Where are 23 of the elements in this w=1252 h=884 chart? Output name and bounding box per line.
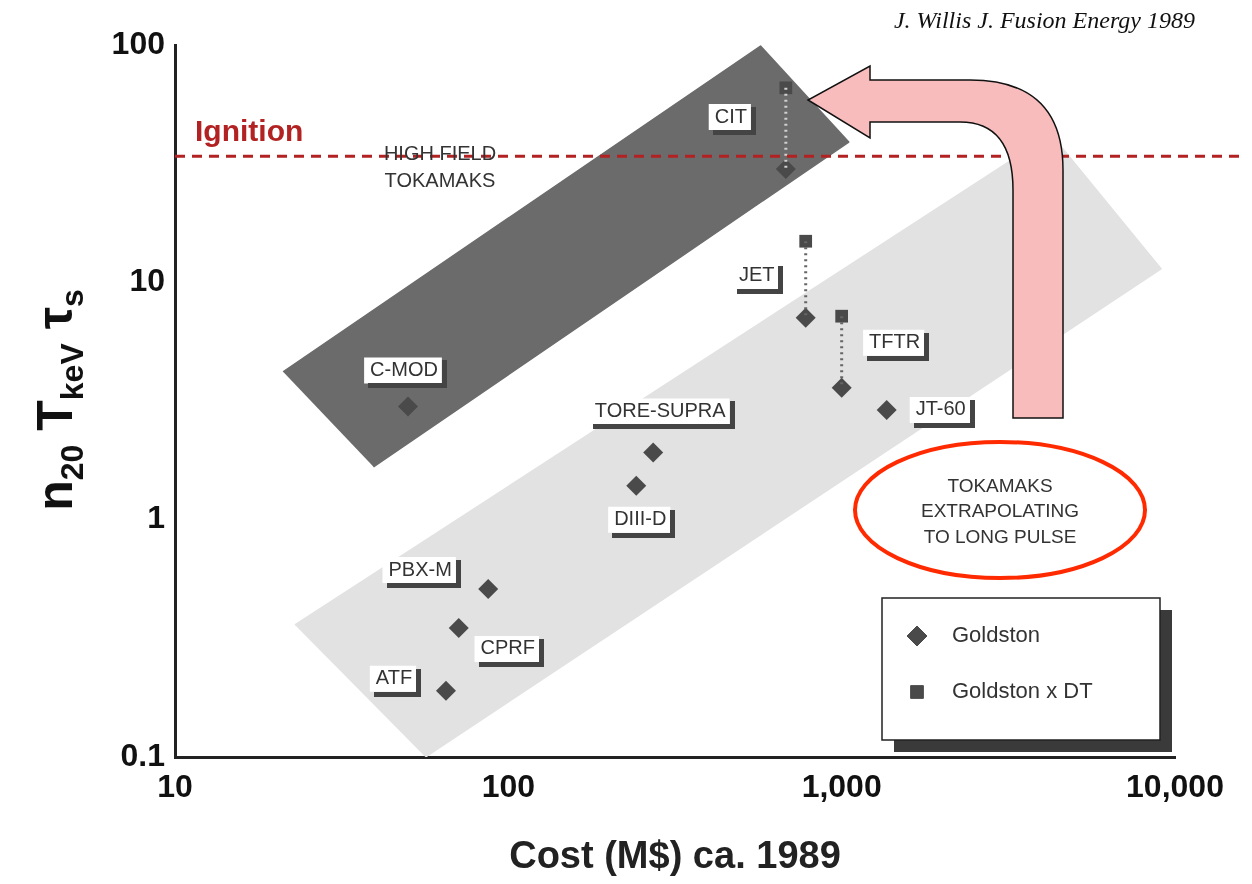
- annotation: TORE-SUPRA: [594, 398, 727, 421]
- annotation: DIII-D: [614, 507, 667, 530]
- annotation: PBX-M: [388, 557, 452, 580]
- y-tick-label: 100: [111, 24, 165, 61]
- legend-label: Goldston x DT: [952, 678, 1093, 704]
- ref-line-label: Ignition: [195, 114, 304, 148]
- annotation: HIGH FIELD TOKAMAKS: [383, 142, 497, 192]
- text: J. Willis J. Fusion Energy 1989: [893, 7, 1195, 34]
- annotation: CIT: [714, 104, 747, 127]
- annotation: ATF: [375, 666, 413, 689]
- x-tick-label: 10,000: [1126, 768, 1224, 805]
- x-tick-label: 1,000: [801, 768, 882, 805]
- y-tick-label: 10: [129, 262, 165, 299]
- annotation: JT-60: [915, 397, 966, 420]
- x-axis-title: Cost (M$) ca. 1989: [509, 833, 841, 876]
- x-tick-label: 100: [481, 768, 536, 805]
- legend-label: Goldston: [952, 622, 1041, 648]
- annotation: TOKAMAKS EXTRAPOLATING TO LONG PULSE: [920, 474, 1080, 547]
- annotation: CPRF: [480, 636, 535, 659]
- annotation: C-MOD: [370, 357, 438, 380]
- annotation: JET: [738, 263, 775, 286]
- y-tick-label: 1: [147, 499, 165, 536]
- annotation: TFTR: [869, 330, 921, 353]
